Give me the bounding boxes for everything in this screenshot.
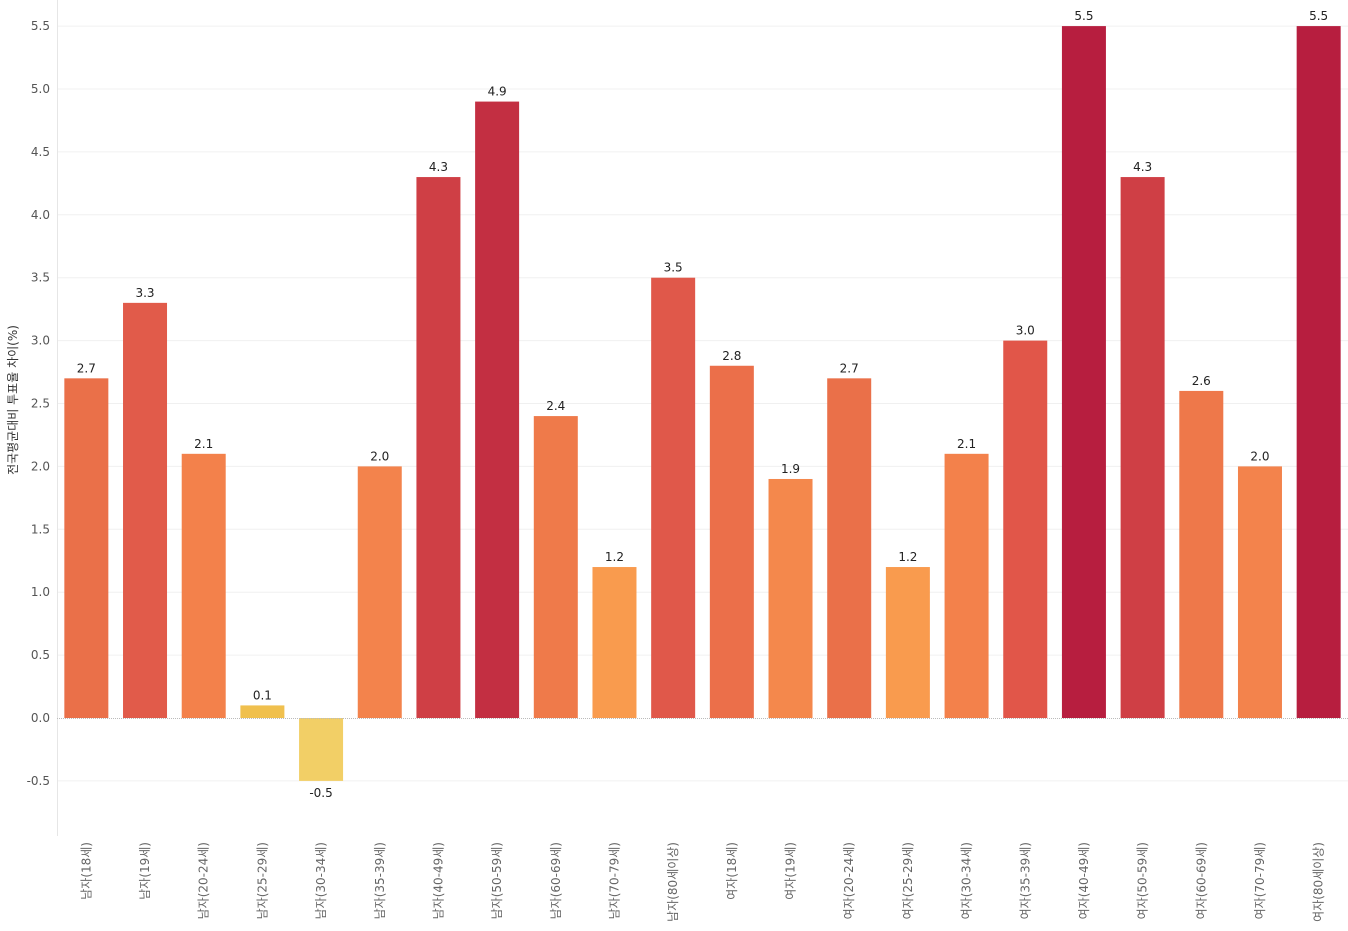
y-tick-label: -0.5 — [27, 774, 50, 788]
bar-value-label: 2.7 — [77, 361, 96, 375]
x-category-label: 남자(19세) — [138, 842, 152, 900]
x-category-label: 여자(80세이상) — [1312, 842, 1326, 922]
bar[interactable] — [592, 567, 637, 718]
bar[interactable] — [827, 378, 872, 718]
bar[interactable] — [357, 466, 402, 718]
x-category-label: 남자(30-34세) — [314, 842, 328, 919]
bar[interactable] — [123, 302, 168, 718]
grid-lines — [57, 25, 1348, 782]
bar[interactable] — [1237, 466, 1282, 718]
y-axis-title: 전국평균대비 투표율 차이(%) — [6, 325, 20, 475]
y-tick-label: 2.5 — [31, 397, 50, 411]
bar[interactable] — [1296, 26, 1341, 719]
x-category-label: 남자(60-69세) — [549, 842, 563, 919]
y-tick-label: 4.5 — [31, 145, 50, 159]
bar[interactable] — [240, 705, 285, 718]
bar-value-label: 2.8 — [722, 349, 741, 363]
y-tick-label: 2.0 — [31, 459, 50, 473]
bar[interactable] — [416, 177, 461, 718]
bar-value-label: 1.9 — [781, 462, 800, 476]
x-category-label: 남자(20-24세) — [197, 842, 211, 919]
y-tick-label: 3.0 — [31, 334, 50, 348]
bar[interactable] — [1061, 26, 1106, 719]
bar[interactable] — [944, 453, 989, 718]
x-category-label: 여자(18세) — [725, 842, 739, 900]
x-category-label: 남자(80세이상) — [666, 842, 680, 922]
x-category-label: 여자(40-49세) — [1077, 842, 1091, 919]
x-category-label: 남자(18세) — [79, 842, 93, 900]
x-category-label: 여자(35-39세) — [1018, 842, 1032, 919]
bar-value-label: 4.3 — [429, 160, 448, 174]
x-category-label: 남자(35-39세) — [373, 842, 387, 919]
bar-value-label: 2.0 — [370, 449, 389, 463]
bar[interactable] — [475, 101, 520, 718]
axes: -0.5 0.0 0.5 1.0 1.5 2.0 2.5 3.0 3.5 4.0 4.5 5.0 5.5 — [27, 0, 1348, 836]
bar[interactable] — [885, 567, 930, 718]
x-category-label: 여자(30-34세) — [960, 842, 974, 919]
bar-value-label: 3.3 — [135, 286, 154, 300]
bar-value-label: 2.1 — [957, 437, 976, 451]
bar[interactable] — [533, 416, 578, 718]
x-category-label: 여자(70-79세) — [1253, 842, 1267, 919]
bar-value-label: 4.3 — [1133, 160, 1152, 174]
y-tick-label: 4.0 — [31, 208, 50, 222]
y-tick-label: 1.0 — [31, 585, 50, 599]
bar[interactable] — [1179, 390, 1224, 718]
bar-value-label: 5.5 — [1309, 9, 1328, 23]
y-tick-label: 5.5 — [31, 19, 50, 33]
value-labels: 2.7 3.3 2.1 0.1 -0.5 2.0 4.3 4.9 2.4 1.2 3.5 2.8 1.9… — [77, 9, 1328, 800]
bar-value-label: 3.0 — [1016, 324, 1035, 338]
x-category-label: 여자(19세) — [784, 842, 798, 900]
bar-value-label: 3.5 — [664, 261, 683, 275]
bar[interactable] — [299, 718, 344, 781]
bar[interactable] — [768, 478, 813, 718]
bar[interactable] — [181, 453, 226, 718]
y-tick-label: 0.5 — [31, 648, 50, 662]
bars — [64, 26, 1341, 781]
y-tick-label: 0.0 — [31, 711, 50, 725]
bar-value-label: -0.5 — [309, 786, 332, 800]
bar-value-label: 1.2 — [898, 550, 917, 564]
bar-value-label: 1.2 — [605, 550, 624, 564]
bar-value-label: 5.5 — [1074, 9, 1093, 23]
x-category-label: 남자(40-49세) — [431, 842, 445, 919]
bar[interactable] — [709, 365, 754, 718]
bar-value-label: 4.9 — [488, 85, 507, 99]
bar-value-label: 2.7 — [840, 361, 859, 375]
bar-value-label: 2.4 — [546, 399, 565, 413]
x-category-label: 여자(20-24세) — [842, 842, 856, 919]
bar[interactable] — [651, 277, 696, 718]
x-category-label: 남자(25-29세) — [255, 842, 269, 919]
x-category-label: 여자(25-29세) — [901, 842, 915, 919]
bar-value-label: 2.6 — [1192, 374, 1211, 388]
x-category-label: 남자(70-79세) — [607, 842, 621, 919]
bar[interactable] — [1003, 340, 1048, 718]
bar-value-label: 0.1 — [253, 688, 272, 702]
category-labels: 남자(18세) 남자(19세) 남자(20-24세) 남자(25-29세) 남자(30-… — [79, 842, 1325, 922]
y-tick-label: 3.5 — [31, 271, 50, 285]
x-category-label: 남자(50-59세) — [490, 842, 504, 919]
y-tick-label: 5.0 — [31, 82, 50, 96]
x-category-label: 여자(50-59세) — [1136, 842, 1150, 919]
x-category-label: 여자(60-69세) — [1194, 842, 1208, 919]
bar-value-label: 2.0 — [1250, 449, 1269, 463]
bar-value-label: 2.1 — [194, 437, 213, 451]
bar[interactable] — [1120, 177, 1165, 718]
bar[interactable] — [64, 378, 109, 718]
y-tick-label: 1.5 — [31, 522, 50, 536]
